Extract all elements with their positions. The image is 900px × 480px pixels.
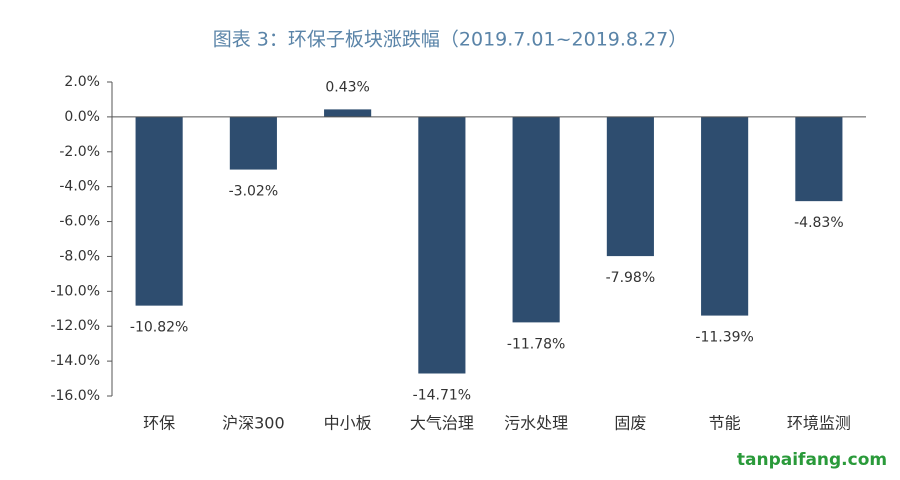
x-tick-label: 中小板 [324,414,372,433]
value-label: -11.39% [695,330,753,346]
x-tick-label: 固废 [614,414,646,433]
value-label: -3.02% [229,184,279,200]
x-tick-label: 环保 [143,414,175,433]
y-tick-label: -8.0% [59,248,100,264]
y-tick-label: -4.0% [59,179,100,195]
value-label: -14.71% [413,387,471,403]
value-label: -10.82% [130,320,188,336]
x-tick-label: 沪深300 [222,414,285,433]
y-tick-label: -12.0% [50,318,100,334]
y-tick-label: 2.0% [64,74,100,90]
value-label: -7.98% [606,270,656,286]
bar [324,109,372,117]
bar [795,116,843,202]
x-tick-label: 大气治理 [410,414,474,433]
x-tick-label: 污水处理 [504,414,568,433]
bar [512,116,560,323]
value-label: -11.78% [507,336,565,352]
bar [606,116,654,257]
x-tick-label: 节能 [709,414,741,433]
bar [701,116,749,316]
bar [135,116,183,306]
bar [229,116,277,170]
y-tick-label: 0.0% [64,109,100,125]
y-tick-label: -2.0% [59,144,100,160]
value-label: 0.43% [325,79,369,95]
value-label: -4.83% [794,215,844,231]
watermark: tanpaifang.com [737,450,887,470]
y-tick-label: -16.0% [50,388,100,404]
y-tick-label: -10.0% [50,283,100,299]
y-tick-label: -6.0% [59,214,100,230]
x-tick-label: 环境监测 [787,414,851,433]
chart-title: 图表 3：环保子板块涨跌幅（2019.7.01~2019.8.27） [213,29,687,51]
y-tick-label: -14.0% [50,353,100,369]
bar [418,116,466,374]
